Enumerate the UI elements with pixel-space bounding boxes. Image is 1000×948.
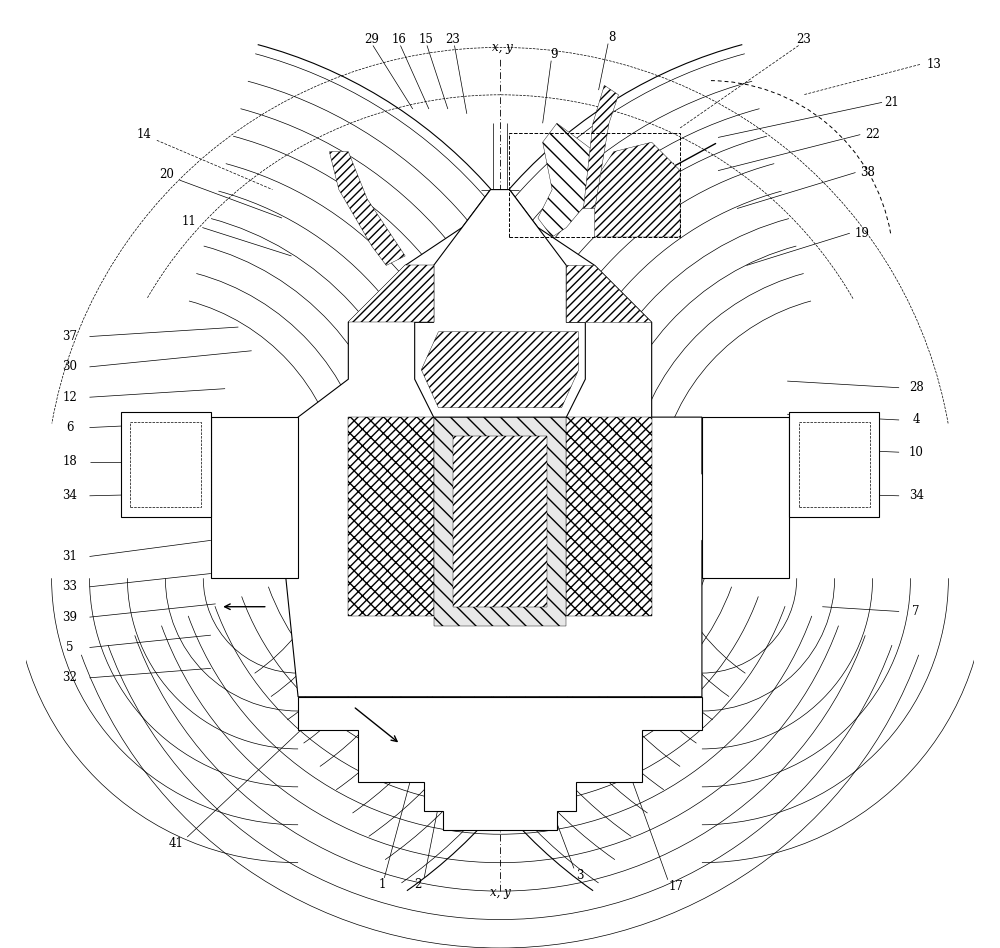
- Text: 19: 19: [855, 227, 870, 240]
- Polygon shape: [702, 417, 789, 578]
- Text: 18: 18: [62, 455, 77, 468]
- Text: 32: 32: [62, 671, 77, 684]
- Polygon shape: [415, 190, 585, 417]
- Text: 1: 1: [379, 878, 386, 891]
- Text: 31: 31: [62, 550, 77, 563]
- Polygon shape: [211, 417, 298, 578]
- Bar: [789, 412, 879, 517]
- Polygon shape: [453, 436, 547, 607]
- Text: 10: 10: [909, 446, 924, 459]
- Polygon shape: [583, 85, 618, 209]
- Polygon shape: [329, 152, 405, 265]
- Text: 15: 15: [419, 33, 433, 46]
- Polygon shape: [434, 417, 566, 626]
- Polygon shape: [298, 697, 702, 830]
- Text: 12: 12: [62, 391, 77, 404]
- Text: x, y: x, y: [490, 885, 510, 899]
- Polygon shape: [421, 332, 579, 408]
- Bar: [130, 422, 201, 507]
- Text: x, y: x, y: [492, 41, 513, 54]
- Bar: [509, 133, 680, 237]
- Text: 23: 23: [445, 33, 460, 46]
- Text: 38: 38: [860, 166, 875, 179]
- Text: 39: 39: [62, 611, 77, 624]
- Text: 29: 29: [365, 33, 379, 46]
- Polygon shape: [566, 265, 652, 322]
- Text: 23: 23: [796, 33, 811, 46]
- Bar: [121, 412, 211, 517]
- Polygon shape: [566, 417, 652, 616]
- Text: 34: 34: [909, 489, 924, 502]
- Text: 34: 34: [62, 489, 77, 502]
- Polygon shape: [538, 123, 595, 237]
- Text: 17: 17: [669, 880, 684, 893]
- Text: 8: 8: [608, 31, 616, 45]
- Bar: [799, 422, 870, 507]
- Polygon shape: [348, 417, 434, 616]
- Text: 5: 5: [66, 641, 73, 654]
- Text: 21: 21: [884, 96, 899, 109]
- Text: 7: 7: [912, 605, 920, 618]
- Text: 13: 13: [927, 58, 942, 71]
- Text: 11: 11: [182, 215, 196, 228]
- Text: 9: 9: [550, 48, 558, 62]
- Text: 33: 33: [62, 580, 77, 593]
- Text: 30: 30: [62, 360, 77, 374]
- Text: 3: 3: [576, 868, 583, 882]
- Text: 16: 16: [391, 33, 406, 46]
- Text: 20: 20: [159, 168, 174, 181]
- Text: 22: 22: [865, 128, 880, 141]
- Text: 2: 2: [414, 878, 421, 891]
- Text: 6: 6: [66, 421, 73, 434]
- Text: 4: 4: [912, 413, 920, 427]
- Text: 41: 41: [168, 837, 183, 850]
- Polygon shape: [282, 190, 718, 697]
- Text: 14: 14: [137, 128, 152, 141]
- Text: 37: 37: [62, 330, 77, 343]
- Text: 28: 28: [909, 381, 924, 394]
- Polygon shape: [348, 265, 434, 322]
- Polygon shape: [595, 142, 680, 237]
